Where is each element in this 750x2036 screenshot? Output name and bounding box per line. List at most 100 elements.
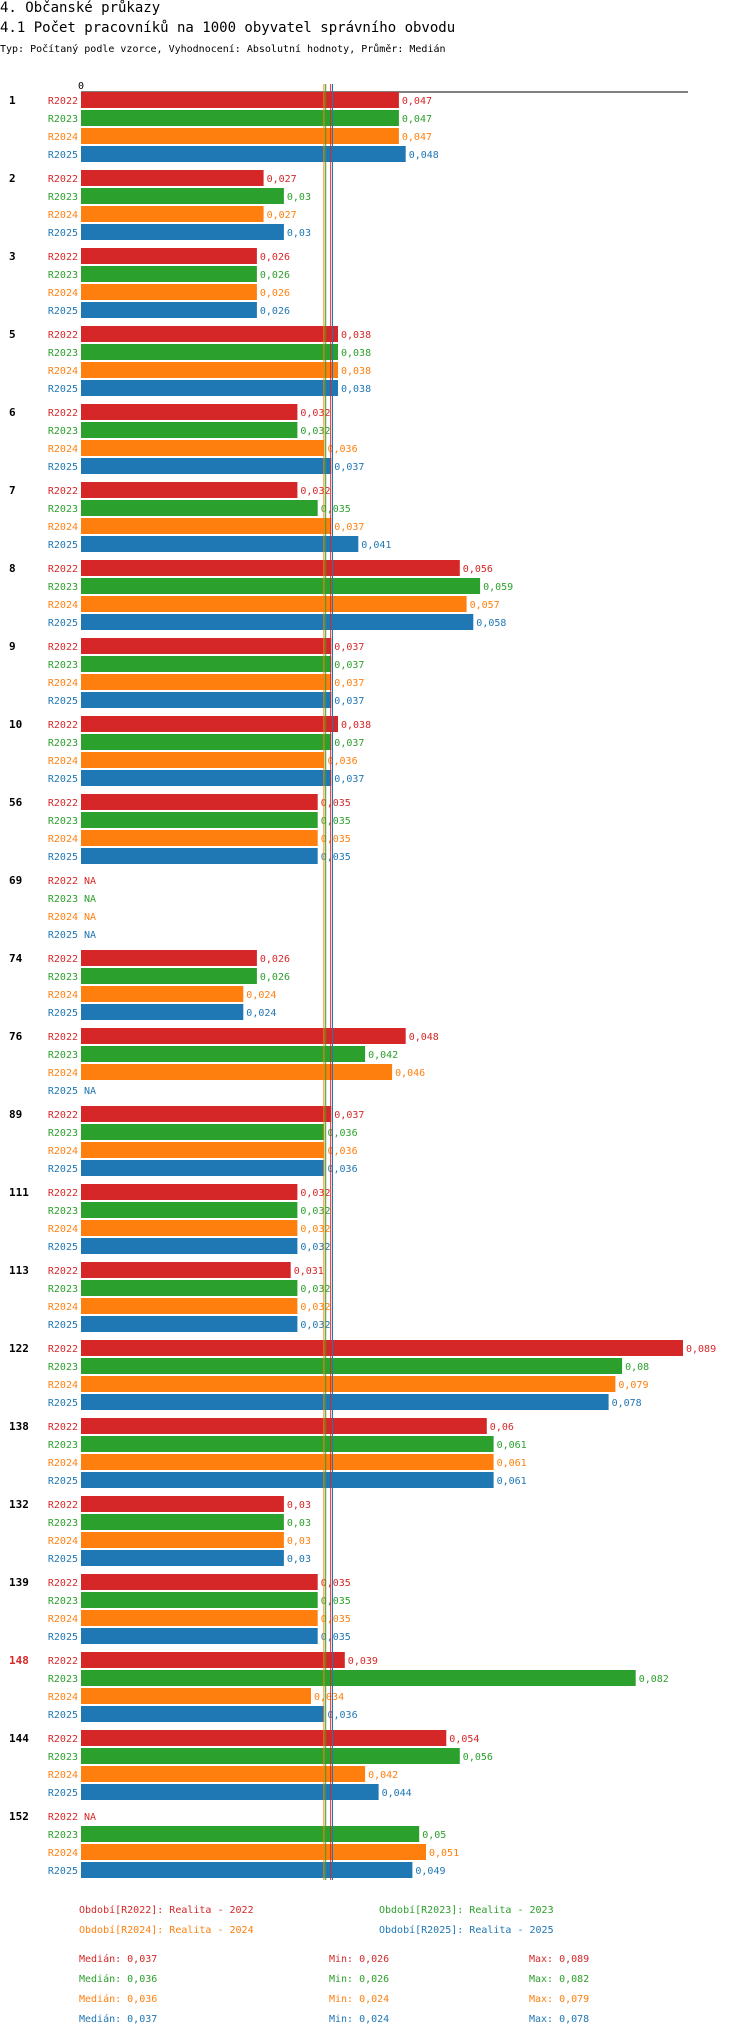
series-label: R2025 [48, 540, 78, 551]
legend-item-R2025: Období[R2025]: Realita - 2025 [379, 1924, 554, 1936]
series-label: R2024 [48, 522, 78, 533]
category-label: 3 [9, 250, 16, 263]
value-label: 0,06 [490, 1422, 514, 1433]
stat-max: Max: 0,089 [529, 1954, 589, 1965]
na-label: NA [84, 930, 96, 941]
series-label: R2025 [48, 696, 78, 707]
series-label: R2024 [48, 990, 78, 1001]
series-label: R2022 [48, 1266, 78, 1277]
bar-R2025 [81, 302, 257, 318]
series-label: R2025 [48, 1086, 78, 1097]
bar-R2025 [81, 146, 406, 162]
bar-R2025 [81, 848, 318, 864]
value-label: 0,051 [429, 1848, 459, 1859]
bar-R2024 [81, 1610, 318, 1626]
bar-R2022 [81, 404, 298, 420]
value-label: 0,024 [246, 990, 276, 1001]
chart-subtitle: Typ: Počítaný podle vzorce, Vyhodnocení:… [0, 44, 446, 55]
series-label: R2022 [48, 1422, 78, 1433]
series-label: R2024 [48, 1692, 78, 1703]
legend-item-R2023: Období[R2023]: Realita - 2023 [379, 1904, 554, 1916]
series-label: R2022 [48, 1344, 78, 1355]
series-label: R2024 [48, 366, 78, 377]
series-label: R2024 [48, 132, 78, 143]
value-label: 0,048 [409, 1032, 439, 1043]
value-label: 0,054 [449, 1734, 479, 1745]
value-label: 0,061 [497, 1440, 527, 1451]
category-label: 8 [9, 562, 16, 575]
series-label: R2024 [48, 1458, 78, 1469]
series-label: R2024 [48, 756, 78, 767]
value-label: 0,027 [267, 174, 297, 185]
bar-R2024 [81, 1298, 298, 1314]
category-label: 10 [9, 718, 22, 731]
value-label: 0,047 [402, 132, 432, 143]
stat-max: Max: 0,079 [529, 1994, 589, 2005]
series-label: R2022 [48, 252, 78, 263]
bar-R2025 [81, 1862, 413, 1878]
legend-item-R2022: Období[R2022]: Realita - 2022 [79, 1904, 254, 1916]
bar-R2025 [81, 1784, 379, 1800]
series-label: R2022 [48, 720, 78, 731]
value-label: 0,03 [287, 1500, 311, 1511]
bar-R2023 [81, 188, 284, 204]
series-label: R2022 [48, 954, 78, 965]
value-label: 0,031 [294, 1266, 324, 1277]
value-label: 0,037 [334, 678, 364, 689]
category-label: 122 [9, 1342, 29, 1355]
series-label: R2023 [48, 348, 78, 359]
series-label: R2022 [48, 408, 78, 419]
stat-median: Medián: 0,036 [79, 1973, 157, 1985]
series-label: R2023 [48, 504, 78, 515]
bar-R2023 [81, 344, 338, 360]
value-label: 0,038 [341, 384, 371, 395]
bar-R2024 [81, 1766, 366, 1782]
bar-R2025 [81, 770, 332, 786]
bar-R2024 [81, 1064, 393, 1080]
series-label: R2025 [48, 852, 78, 863]
bar-R2022 [81, 92, 399, 108]
value-label: 0,032 [300, 1284, 330, 1295]
series-label: R2025 [48, 774, 78, 785]
series-label: R2024 [48, 912, 78, 923]
bar-R2022 [81, 1106, 332, 1122]
bar-R2025 [81, 1394, 609, 1410]
series-label: R2024 [48, 1770, 78, 1781]
value-label: 0,036 [328, 1146, 358, 1157]
series-label: R2022 [48, 1110, 78, 1121]
bar-R2024 [81, 1220, 298, 1236]
bar-R2023 [81, 1592, 318, 1608]
value-label: 0,035 [321, 1596, 351, 1607]
bar-R2024 [81, 206, 264, 222]
series-label: R2023 [48, 1362, 78, 1373]
value-label: 0,038 [341, 330, 371, 341]
bar-R2022 [81, 1496, 284, 1512]
value-label: 0,042 [368, 1770, 398, 1781]
series-label: R2023 [48, 270, 78, 281]
series-label: R2024 [48, 288, 78, 299]
na-label: NA [84, 1086, 96, 1097]
series-label: R2024 [48, 1302, 78, 1313]
series-label: R2023 [48, 894, 78, 905]
series-label: R2022 [48, 1812, 78, 1823]
bar-R2022 [81, 1574, 318, 1590]
bar-R2025 [81, 380, 338, 396]
category-label: 9 [9, 640, 16, 653]
stat-max: Max: 0,078 [529, 2014, 589, 2025]
series-label: R2024 [48, 1224, 78, 1235]
series-label: R2022 [48, 876, 78, 887]
category-label: 89 [9, 1108, 22, 1121]
category-label: 56 [9, 796, 23, 809]
series-label: R2025 [48, 1164, 78, 1175]
bar-R2023 [81, 1514, 284, 1530]
value-label: 0,035 [321, 798, 351, 809]
value-label: 0,037 [334, 660, 364, 671]
bar-R2023 [81, 1826, 420, 1842]
value-label: 0,037 [334, 1110, 364, 1121]
category-label: 139 [9, 1576, 29, 1589]
stat-median: Medián: 0,037 [79, 2013, 157, 2025]
value-label: 0,057 [470, 600, 500, 611]
bar-R2022 [81, 1028, 406, 1044]
bar-R2025 [81, 1238, 298, 1254]
value-label: 0,026 [260, 252, 290, 263]
